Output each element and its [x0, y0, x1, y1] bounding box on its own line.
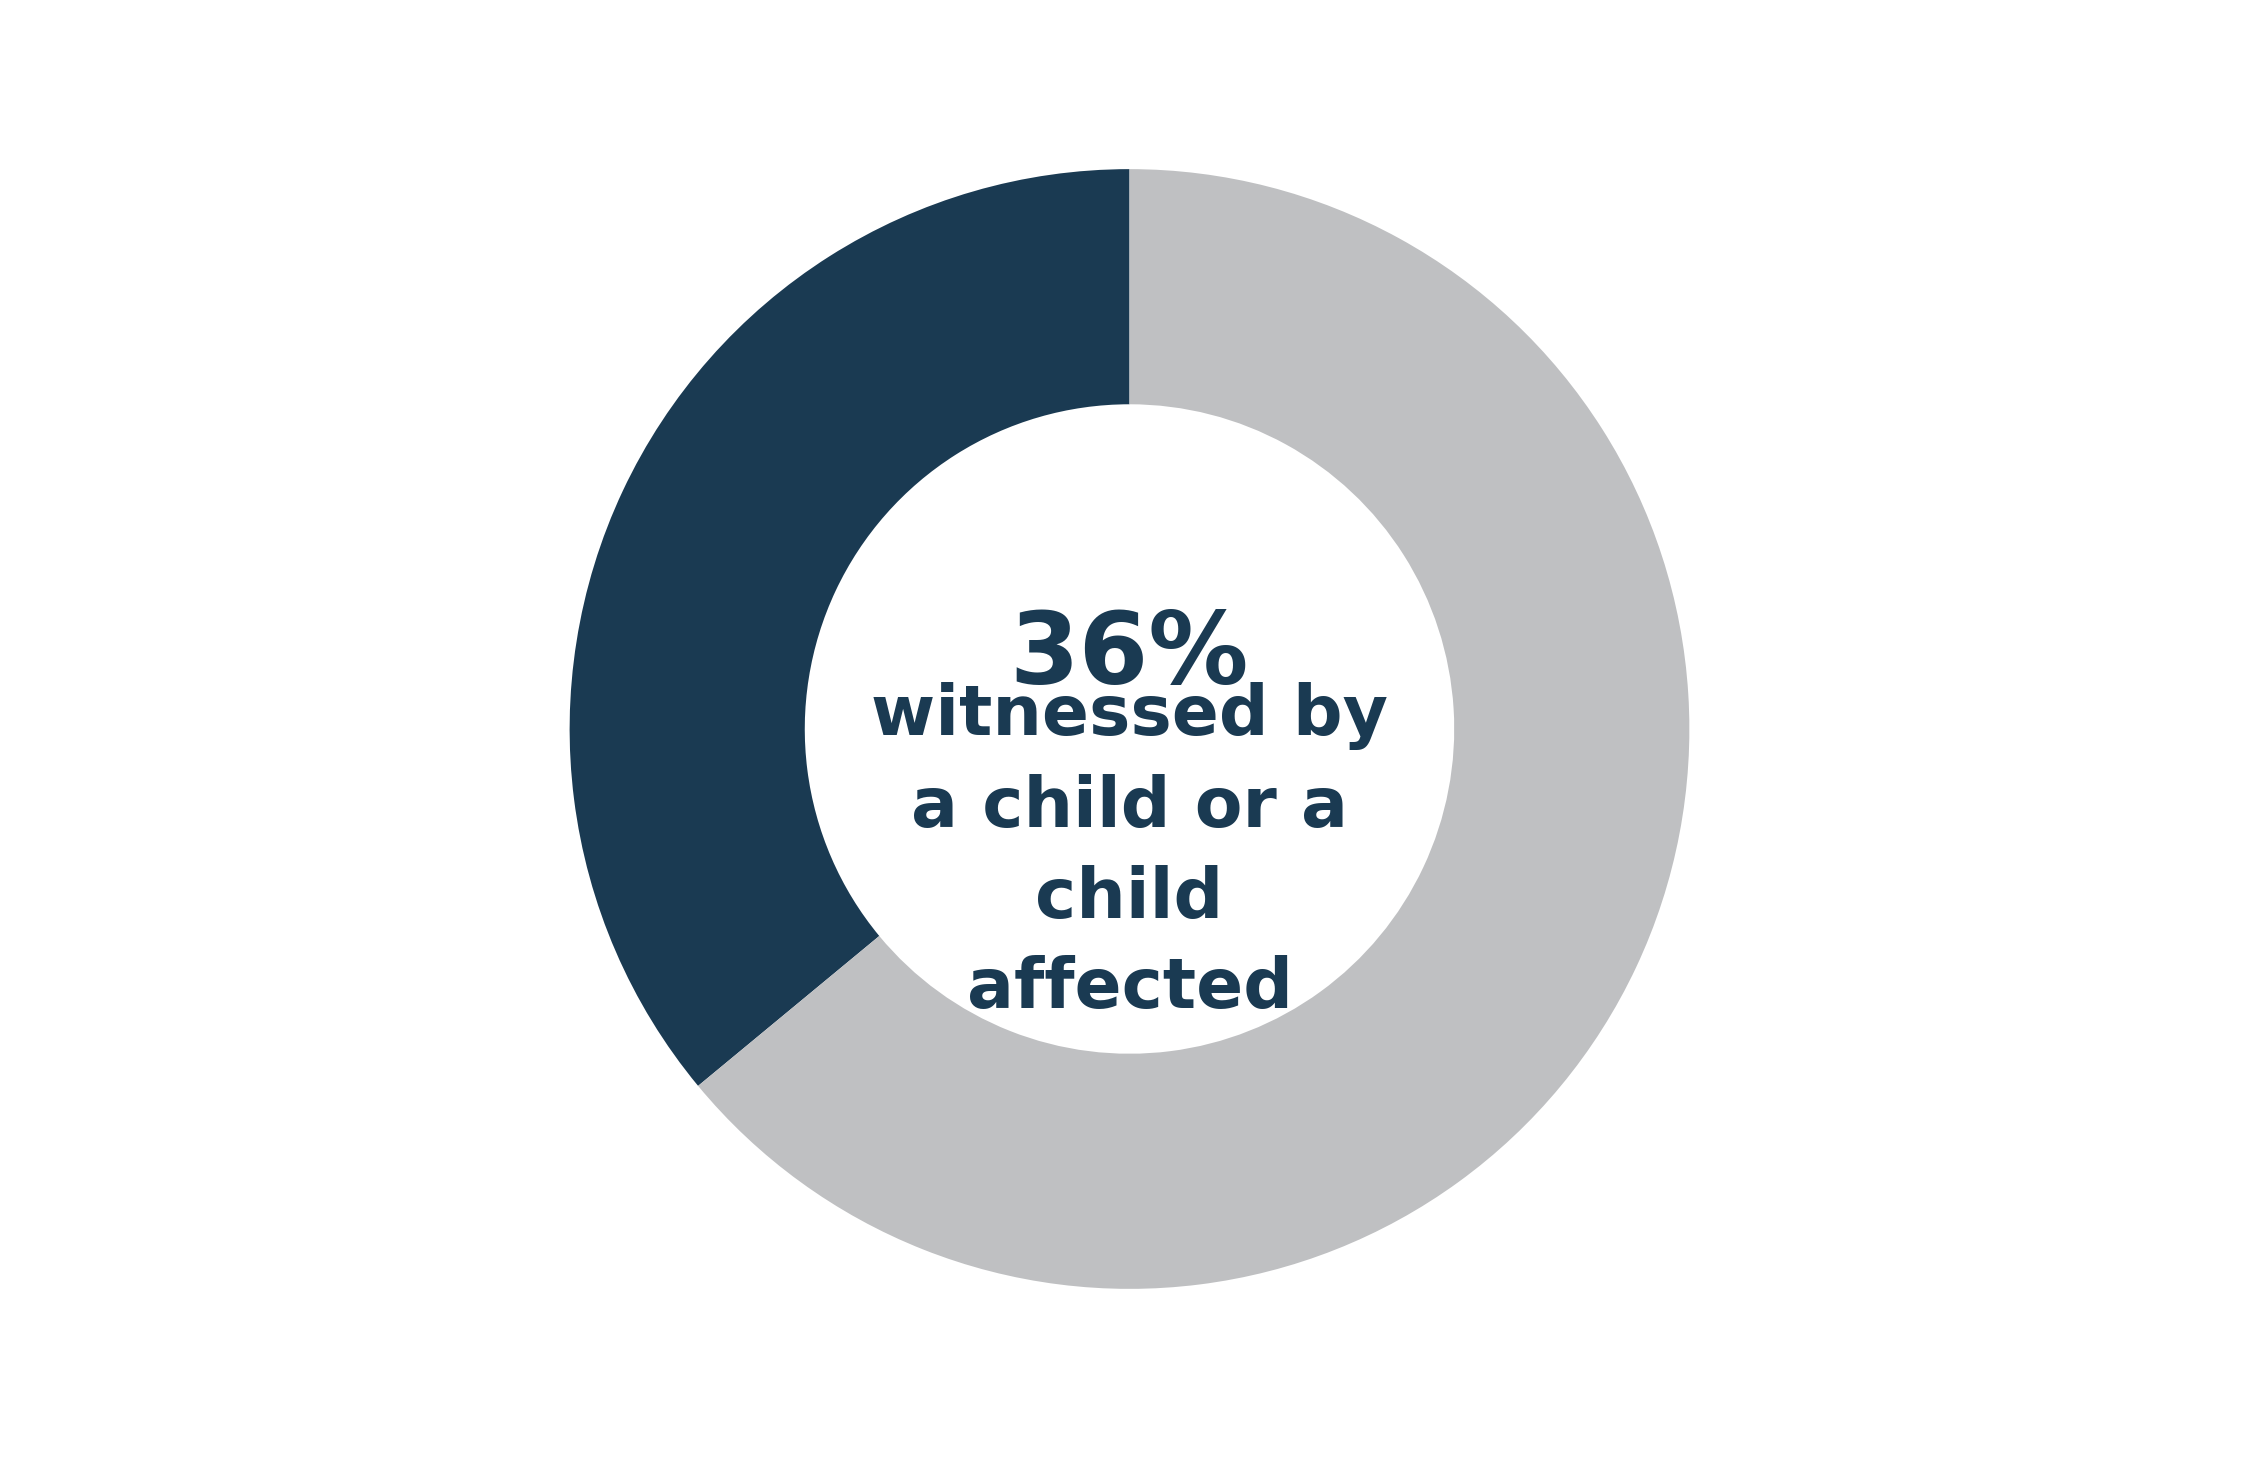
Text: witnessed by
a child or a
child
affected: witnessed by a child or a child affected — [872, 682, 1387, 1022]
Wedge shape — [569, 169, 1130, 1086]
Text: 36%: 36% — [1010, 608, 1249, 704]
Wedge shape — [698, 169, 1690, 1289]
